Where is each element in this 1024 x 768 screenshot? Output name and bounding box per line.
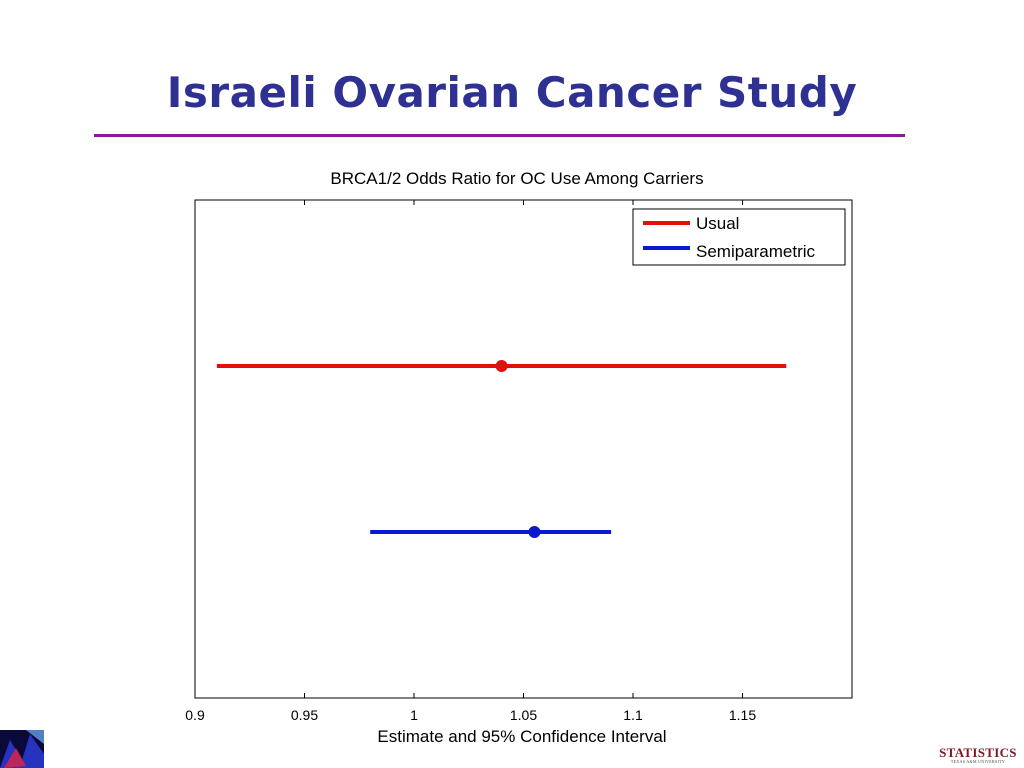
- x-tick-label: 0.95: [291, 707, 318, 723]
- x-tick-label: 1.15: [729, 707, 756, 723]
- x-tick-label: 1.1: [623, 707, 643, 723]
- estimate-point-semiparametric: [528, 526, 541, 538]
- legend: Usual Semiparametric: [632, 208, 846, 266]
- x-axis-ticks: 0.9 0.95 1 1.05 1.1 1.15: [185, 200, 756, 723]
- plot-area: [194, 199, 853, 699]
- legend-label-semiparametric: Semiparametric: [696, 242, 816, 261]
- series-layer: [216, 360, 787, 538]
- x-tick-label: 1.05: [510, 707, 537, 723]
- legend-box: [632, 208, 846, 266]
- estimate-point-usual: [495, 360, 508, 372]
- chart-title: BRCA1/2 Odds Ratio for OC Use Among Carr…: [330, 169, 703, 188]
- statistics-logo: STATISTICS TEXAS A&M UNIVERSITY: [939, 745, 1017, 764]
- title-divider: [94, 134, 905, 137]
- x-tick-label: 1: [410, 707, 418, 723]
- x-tick-label: 0.9: [185, 707, 205, 723]
- legend-label-usual: Usual: [696, 214, 739, 233]
- x-axis-label: Estimate and 95% Confidence Interval: [377, 727, 666, 746]
- decorative-corner-image: [0, 730, 44, 768]
- slide-title: Israeli Ovarian Cancer Study: [166, 68, 858, 117]
